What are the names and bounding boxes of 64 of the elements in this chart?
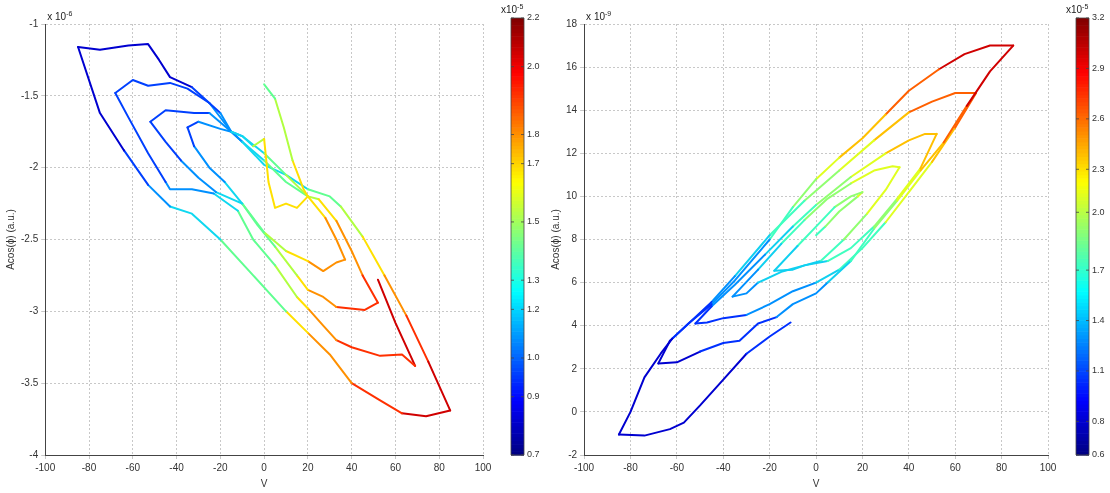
x-tick-label: 80: [433, 461, 446, 473]
y-tick-label: -3.5: [21, 376, 39, 388]
x-tick-label: -20: [213, 461, 228, 473]
x-tick-label: -60: [125, 461, 141, 473]
x-tick-label: -100: [574, 461, 595, 473]
color-bar-label: 2.9: [1092, 62, 1105, 73]
color-bar-label: 1.2: [527, 303, 540, 314]
y-tick-label: -2: [568, 448, 578, 460]
x-tick-label: 20: [856, 461, 869, 473]
color-bar-label: 1.0: [527, 352, 540, 363]
color-bar-label: 2.3: [1092, 163, 1105, 174]
x-tick-label: 100: [1039, 461, 1057, 473]
x-tick-label: -60: [669, 461, 685, 473]
x-tick-label: 0: [813, 461, 820, 473]
x-tick-label: 80: [996, 461, 1008, 473]
x-tick-label: -80: [623, 461, 639, 473]
y-tick-label: 4: [571, 319, 578, 331]
x-tick-label: 100: [474, 461, 492, 473]
color-bar-label: 0.7: [527, 449, 540, 460]
y-tick-label: 18: [566, 17, 578, 29]
color-bar-label: 0.9: [527, 391, 540, 402]
color-bar-label: 1.5: [527, 216, 540, 227]
y-tick-label: 14: [566, 103, 578, 115]
y-tick-label: -1: [29, 17, 39, 29]
y-tick-label: -1.5: [21, 89, 39, 101]
color-bar-label: 1.8: [527, 129, 540, 140]
x-tick-label: 40: [346, 461, 358, 473]
y-axis-title: Acos(ϕ) (a.u.): [549, 209, 561, 270]
x-axis-title: V: [260, 477, 268, 489]
x-tick-label: 20: [302, 461, 314, 473]
y-axis-title: Acos(ϕ) (a.u.): [4, 209, 16, 270]
y-tick-label: 6: [571, 276, 578, 288]
y-tick-label: 16: [566, 60, 578, 72]
color-bar-label: 1.4: [1092, 315, 1105, 326]
color-bar-label: 2.0: [1092, 206, 1105, 217]
color-bar-label: 2.6: [1092, 113, 1105, 124]
x-tick-label: -20: [762, 461, 778, 473]
color-bar-label: 1.7: [1092, 264, 1105, 275]
y-tick-label: 10: [566, 190, 578, 202]
y-tick-label: 2: [571, 362, 578, 374]
x-tick-label: 40: [903, 461, 915, 473]
y-tick-label: 12: [566, 147, 578, 159]
color-bar-label: 1.3: [527, 274, 540, 285]
color-bar-label: 3.2: [1092, 12, 1105, 23]
x-tick-label: 60: [389, 461, 402, 473]
x-tick-label: -40: [716, 461, 731, 473]
x-tick-label: -80: [81, 461, 97, 473]
color-bar-label: 0.8: [1092, 415, 1105, 426]
color-bar-label: 1.7: [527, 158, 540, 169]
x-tick-label: 0: [261, 461, 268, 473]
y-tick-label: -2: [29, 161, 39, 173]
y-tick-label: 8: [571, 233, 578, 245]
color-bar-label: 0.6: [1092, 449, 1105, 460]
y-tick-label: -2.5: [21, 233, 39, 245]
y-tick-label: -4: [29, 448, 39, 460]
x-axis-title: V: [812, 477, 820, 489]
x-tick-label: -100: [35, 461, 56, 473]
y-tick-label: -3: [29, 305, 39, 317]
x-tick-label: -40: [169, 461, 185, 473]
color-bar-label: 2.2: [527, 12, 540, 23]
y-tick-label: 0: [571, 405, 578, 417]
x-tick-label: 60: [949, 461, 962, 473]
color-bar-label: 2.0: [527, 61, 540, 72]
color-bar-label: 1.1: [1092, 365, 1105, 376]
